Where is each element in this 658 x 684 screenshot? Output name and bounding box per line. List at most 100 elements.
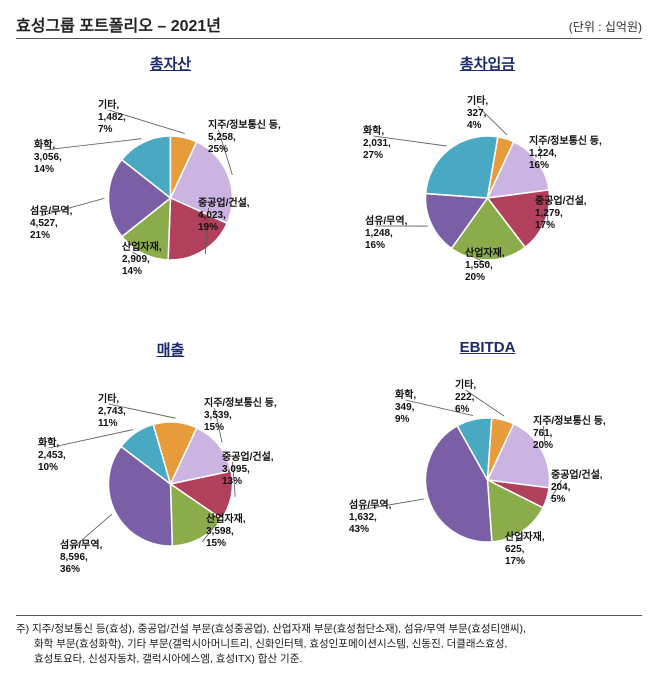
pie-label-chemical: 화학,3,056,14% bbox=[34, 140, 62, 177]
pie-label-industrial: 산업자재,1,550,20% bbox=[465, 248, 505, 285]
pie-label-value: 3,539, bbox=[204, 410, 277, 422]
footnote-line: 주) 지주/정보통신 등(효성), 중공업/건설 부문(효성중공업), 산업자재… bbox=[16, 622, 642, 637]
pie-label-name: 산업자재, bbox=[505, 532, 545, 544]
pie-label-textile: 섬유/무역,8,596,36% bbox=[60, 540, 102, 577]
chart-sales: 매출 지주/정보통신 등,3,539,15%중공업/건설,3,095,13%산업… bbox=[16, 333, 325, 603]
pie-label-name: 화학, bbox=[34, 140, 62, 152]
pie-label-pct: 16% bbox=[529, 160, 602, 172]
pie-label-name: 섬유/무역, bbox=[30, 206, 72, 218]
pie-label-name: 화학, bbox=[395, 390, 416, 402]
pie-label-value: 3,095, bbox=[222, 464, 274, 476]
pie-label-value: 1,632, bbox=[349, 512, 391, 524]
pie-label-pct: 43% bbox=[349, 524, 391, 536]
pie-debt: 지주/정보통신 등,1,224,16%중공업/건설,1,279,17%산업자재,… bbox=[333, 78, 642, 318]
chart-title-ebitda: EBITDA bbox=[333, 339, 642, 356]
pie-label-heavy: 중공업/건설,204,5% bbox=[551, 470, 603, 507]
pie-label-name: 화학, bbox=[38, 438, 66, 450]
pie-label-name: 중공업/건설, bbox=[551, 470, 603, 482]
pie-label-value: 1,550, bbox=[465, 260, 505, 272]
pie-label-heavy: 중공업/건설,1,279,17% bbox=[535, 196, 587, 233]
pie-label-industrial: 산업자재,2,909,14% bbox=[122, 242, 162, 279]
pie-label-pct: 20% bbox=[465, 272, 505, 284]
footnote-prefix: 주) bbox=[16, 623, 32, 635]
chart-ebitda: EBITDA 지주/정보통신 등,761,20%중공업/건설,204,5%산업자… bbox=[333, 333, 642, 603]
pie-label-name: 지주/정보통신 등, bbox=[204, 398, 277, 410]
pie-label-textile: 섬유/무역,4,527,21% bbox=[30, 206, 72, 243]
pie-label-holding: 지주/정보통신 등,761,20% bbox=[533, 416, 606, 453]
chart-title-debt: 총차입금 bbox=[333, 53, 642, 74]
chart-assets: 총자산 지주/정보통신 등,5,258,25%중공업/건설,4,023,19%산… bbox=[16, 47, 325, 317]
pie-slice-chemical bbox=[426, 136, 498, 198]
pie-label-name: 기타, bbox=[98, 394, 126, 406]
pie-label-pct: 4% bbox=[467, 120, 488, 132]
pie-label-value: 2,743, bbox=[98, 406, 126, 418]
pie-label-name: 섬유/무역, bbox=[349, 500, 391, 512]
title-row: 효성그룹 포트폴리오 – 2021년 (단위 : 십억원) bbox=[16, 12, 642, 39]
pie-label-value: 327, bbox=[467, 108, 488, 120]
pie-label-value: 1,482, bbox=[98, 112, 126, 124]
footnote-line: 화학 부문(효성화학), 기타 부문(갤럭시아머니트리, 신화인터텍, 효성인포… bbox=[16, 637, 642, 652]
pie-label-name: 기타, bbox=[455, 380, 476, 392]
pie-label-name: 기타, bbox=[98, 100, 126, 112]
pie-label-etc: 기타,327,4% bbox=[467, 96, 488, 133]
pie-label-pct: 25% bbox=[208, 144, 281, 156]
pie-label-pct: 20% bbox=[533, 440, 606, 452]
pie-label-value: 2,031, bbox=[363, 138, 391, 150]
pie-label-pct: 15% bbox=[206, 538, 246, 550]
pie-label-pct: 10% bbox=[38, 462, 66, 474]
pie-label-name: 기타, bbox=[467, 96, 488, 108]
pie-label-value: 1,224, bbox=[529, 148, 602, 160]
pie-label-industrial: 산업자재,3,598,15% bbox=[206, 514, 246, 551]
pie-label-pct: 7% bbox=[98, 124, 126, 136]
pie-label-value: 761, bbox=[533, 428, 606, 440]
pie-label-pct: 17% bbox=[535, 220, 587, 232]
pie-label-holding: 지주/정보통신 등,3,539,15% bbox=[204, 398, 277, 435]
pie-label-name: 중공업/건설, bbox=[198, 198, 250, 210]
pie-label-name: 섬유/무역, bbox=[365, 216, 407, 228]
pie-label-pct: 11% bbox=[98, 418, 126, 430]
pie-label-textile: 섬유/무역,1,632,43% bbox=[349, 500, 391, 537]
pie-label-name: 산업자재, bbox=[206, 514, 246, 526]
pie-label-pct: 19% bbox=[198, 222, 250, 234]
charts-grid: 총자산 지주/정보통신 등,5,258,25%중공업/건설,4,023,19%산… bbox=[16, 47, 642, 603]
pie-label-name: 산업자재, bbox=[122, 242, 162, 254]
chart-debt: 총차입금 지주/정보통신 등,1,224,16%중공업/건설,1,279,17%… bbox=[333, 47, 642, 317]
pie-label-chemical: 화학,349,9% bbox=[395, 390, 416, 427]
pie-label-chemical: 화학,2,031,27% bbox=[363, 126, 391, 163]
pie-label-industrial: 산업자재,625,17% bbox=[505, 532, 545, 569]
pie-assets: 지주/정보통신 등,5,258,25%중공업/건설,4,023,19%산업자재,… bbox=[16, 78, 325, 318]
pie-label-pct: 15% bbox=[204, 422, 277, 434]
pie-label-textile: 섬유/무역,1,248,16% bbox=[365, 216, 407, 253]
pie-label-value: 2,909, bbox=[122, 254, 162, 266]
pie-label-name: 지주/정보통신 등, bbox=[529, 136, 602, 148]
footnote-text: 지주/정보통신 등(효성), 중공업/건설 부문(효성중공업), 산업자재 부문… bbox=[32, 623, 526, 635]
pie-label-heavy: 중공업/건설,4,023,19% bbox=[198, 198, 250, 235]
pie-label-etc: 기타,1,482,7% bbox=[98, 100, 126, 137]
pie-label-pct: 14% bbox=[122, 266, 162, 278]
pie-label-pct: 17% bbox=[505, 556, 545, 568]
chart-title-sales: 매출 bbox=[16, 339, 325, 360]
pie-label-value: 625, bbox=[505, 544, 545, 556]
pie-label-value: 8,596, bbox=[60, 552, 102, 564]
pie-label-chemical: 화학,2,453,10% bbox=[38, 438, 66, 475]
pie-label-value: 349, bbox=[395, 402, 416, 414]
pie-label-name: 화학, bbox=[363, 126, 391, 138]
pie-label-pct: 16% bbox=[365, 240, 407, 252]
pie-label-value: 1,248, bbox=[365, 228, 407, 240]
unit-label: (단위 : 십억원) bbox=[569, 18, 642, 35]
pie-sales: 지주/정보통신 등,3,539,15%중공업/건설,3,095,13%산업자재,… bbox=[16, 364, 325, 604]
pie-label-value: 3,598, bbox=[206, 526, 246, 538]
pie-label-heavy: 중공업/건설,3,095,13% bbox=[222, 452, 274, 489]
pie-label-value: 4,023, bbox=[198, 210, 250, 222]
pie-label-pct: 27% bbox=[363, 150, 391, 162]
pie-label-name: 중공업/건설, bbox=[535, 196, 587, 208]
chart-title-assets: 총자산 bbox=[16, 53, 325, 74]
page-title: 효성그룹 포트폴리오 – 2021년 bbox=[16, 12, 221, 36]
footnote-line: 효성토요타, 신성자동차, 갤럭시아에스엠, 효성ITX) 합산 기준. bbox=[16, 652, 642, 667]
pie-label-pct: 36% bbox=[60, 564, 102, 576]
pie-label-value: 4,527, bbox=[30, 218, 72, 230]
pie-label-name: 섬유/무역, bbox=[60, 540, 102, 552]
pie-label-pct: 5% bbox=[551, 494, 603, 506]
pie-label-pct: 14% bbox=[34, 164, 62, 176]
pie-label-etc: 기타,222,6% bbox=[455, 380, 476, 417]
